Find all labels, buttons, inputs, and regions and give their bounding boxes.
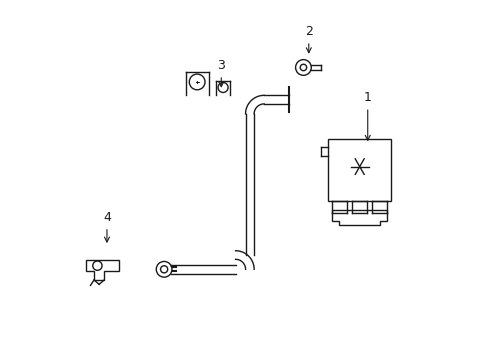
Text: 1: 1: [363, 91, 371, 140]
Text: 3: 3: [217, 59, 225, 87]
Text: 2: 2: [304, 25, 312, 53]
Text: 4: 4: [103, 211, 111, 242]
